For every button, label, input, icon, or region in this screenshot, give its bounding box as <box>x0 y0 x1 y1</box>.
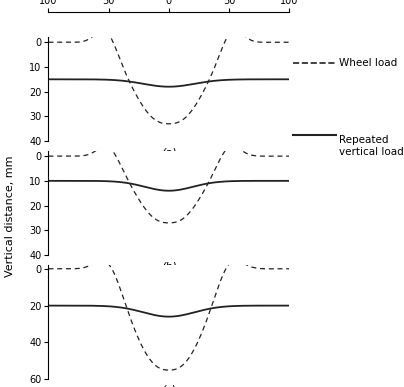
Text: Vertical distance, mm: Vertical distance, mm <box>5 156 15 277</box>
Text: Repeated
vertical load: Repeated vertical load <box>339 135 404 157</box>
Text: Wheel load: Wheel load <box>339 58 398 68</box>
Text: (a): (a) <box>161 147 177 157</box>
Text: (c): (c) <box>162 385 176 387</box>
Text: (b): (b) <box>161 261 177 271</box>
